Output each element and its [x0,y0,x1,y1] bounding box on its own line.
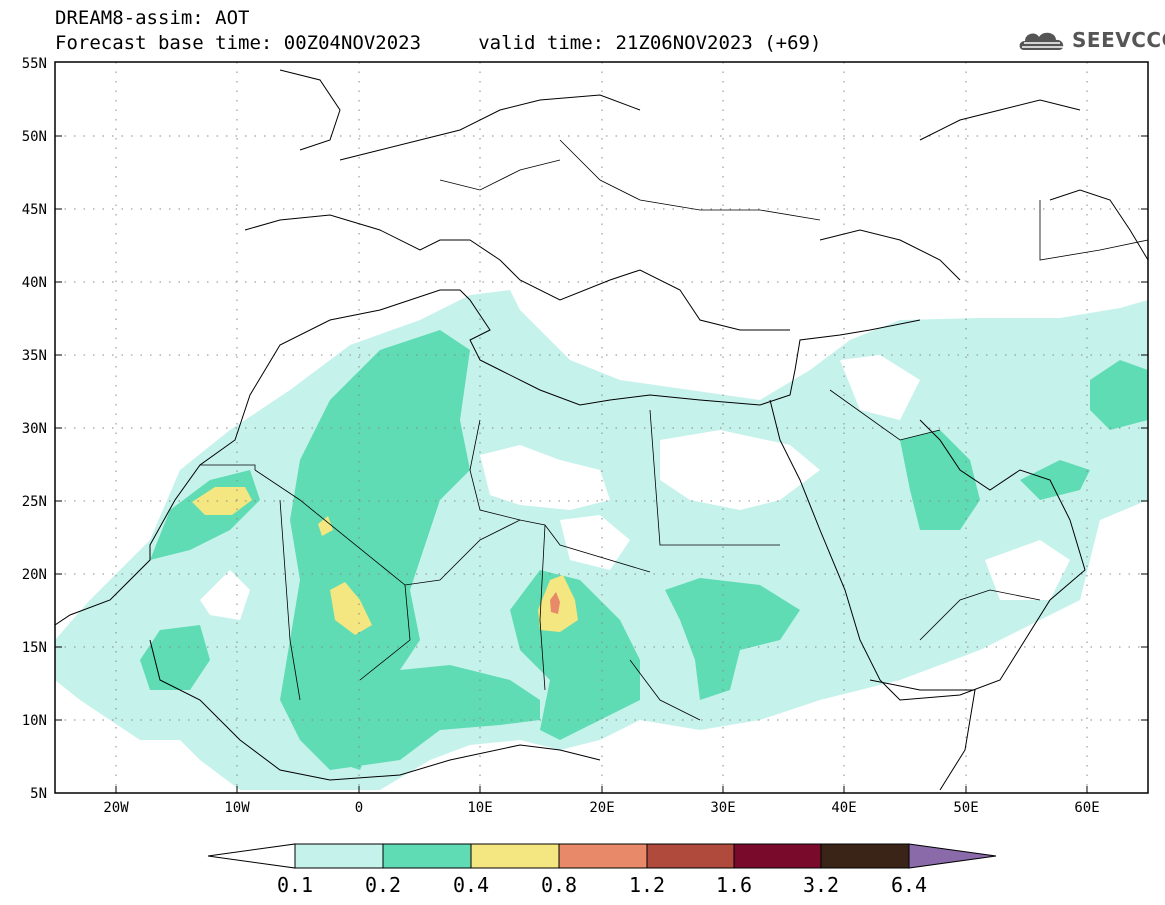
colorbar-segment [382,843,472,869]
coastlines [55,69,1148,791]
colorbar-high-arrow [908,843,997,869]
lon-label: 40E [831,800,856,816]
colorbar [207,843,997,869]
cloud-icon [1019,32,1064,50]
colorbar-label: 0.4 [453,873,489,897]
grid-lines [55,62,1148,793]
colorbar-low-arrow [207,843,296,869]
colorbar-segment [646,843,735,869]
lon-label: 20W [103,800,129,816]
lon-label: 10W [224,800,250,816]
longitude-labels: 20W 10W 0 10E 20E 30E 40E 50E 60E [103,800,1099,816]
colorbar-label: 0.8 [541,873,577,897]
colorbar-label: 3.2 [803,873,839,897]
colorbar-label: 0.1 [277,873,313,897]
lat-label: 50N [22,129,47,145]
colorbar-segment [820,843,910,869]
colorbar-labels: 0.1 0.2 0.4 0.8 1.2 1.6 3.2 6.4 [277,873,927,897]
colorbar-segment [294,843,384,869]
clean-air-areas [200,355,1070,620]
lat-label: 40N [22,275,47,291]
lon-label: 10E [467,800,492,816]
lat-label: 35N [22,348,47,364]
aot-field [55,62,1148,793]
lat-label: 15N [22,640,47,656]
latitude-labels: 55N 50N 45N 40N 35N 30N 25N 20N 15N 10N … [22,56,47,802]
lat-label: 10N [22,713,47,729]
lat-label: 45N [22,202,47,218]
lon-label: 30E [710,800,735,816]
aot-very-high-areas [550,592,560,614]
colorbar-label: 1.2 [629,873,665,897]
colorbar-label: 1.6 [716,873,752,897]
lat-label: 20N [22,567,47,583]
aot-medium-areas [140,330,1148,770]
lon-label: 20E [589,800,614,816]
lat-label: 55N [22,56,47,72]
colorbar-segment [733,843,822,869]
colorbar-segment [470,843,560,869]
colorbar-label: 6.4 [891,873,927,897]
forecast-times: Forecast base time: 00Z04NOV2023 valid t… [55,32,822,54]
logo-text: SEEVCCC [1072,28,1165,52]
lat-label: 25N [22,494,47,510]
chart-title: DREAM8-assim: AOT [55,7,250,29]
colorbar-segment [558,843,648,869]
lon-label: 0 [355,800,363,816]
lat-label: 5N [30,786,47,802]
lat-label: 30N [22,421,47,437]
seevccc-logo: SEEVCCC [1016,24,1165,56]
colorbar-label: 0.2 [365,873,401,897]
country-borders [200,139,1148,721]
lon-label: 50E [953,800,978,816]
lon-label: 60E [1074,800,1099,816]
axis-ticks [55,135,1148,793]
